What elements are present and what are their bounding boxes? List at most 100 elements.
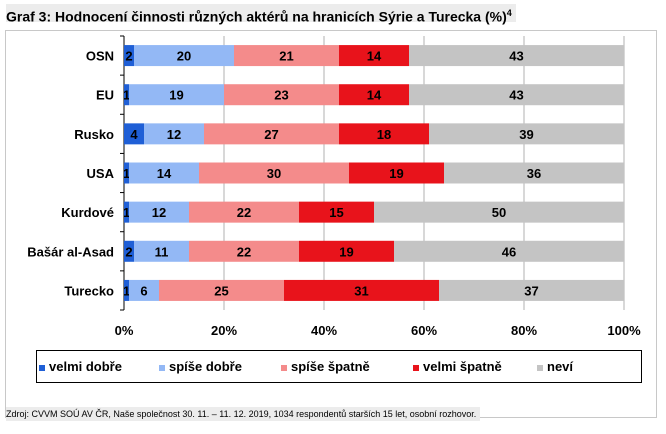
data-label: 19 <box>339 244 353 259</box>
data-label: 18 <box>377 127 391 142</box>
category-label: Bašár al-Asad <box>27 244 114 259</box>
category-label: EU <box>96 88 114 103</box>
legend-swatch <box>537 364 543 371</box>
x-tick-label: 0% <box>115 323 134 338</box>
bar-segment <box>124 201 129 223</box>
data-label: 6 <box>140 283 147 298</box>
bar-segment <box>129 84 224 106</box>
category-label: Rusko <box>74 127 114 142</box>
chart-legend: velmi dobře spíše dobře spíše špatně velmi … <box>36 350 642 383</box>
legend-swatch <box>413 364 419 371</box>
category-label: USA <box>87 166 115 181</box>
legend-label: velmi špatně <box>423 359 502 374</box>
category-label: Turecko <box>64 283 114 298</box>
data-label: 1 <box>123 205 130 220</box>
bar-segment <box>339 45 409 67</box>
category-label: Kurdové <box>61 205 114 220</box>
data-label: 11 <box>155 244 169 259</box>
data-label: 19 <box>389 166 403 181</box>
legend-label: spíše špatně <box>291 359 370 374</box>
bar-segment <box>409 84 624 106</box>
legend-swatch <box>281 364 287 371</box>
data-label: 23 <box>274 88 288 103</box>
data-label: 50 <box>492 205 506 220</box>
bar-segment <box>284 279 439 301</box>
data-label: 12 <box>152 205 166 220</box>
data-label: 14 <box>367 49 382 64</box>
bar-segment <box>409 45 624 67</box>
bar-segment <box>144 123 204 145</box>
data-label: 12 <box>167 127 181 142</box>
data-label: 22 <box>237 244 251 259</box>
bar-segment <box>129 279 159 301</box>
data-label: 1 <box>123 283 130 298</box>
data-label: 4 <box>130 127 138 142</box>
legend-item: spíše dobře <box>159 359 242 374</box>
bar-segment <box>124 84 129 106</box>
data-label: 43 <box>509 49 523 64</box>
legend-item: velmi špatně <box>413 359 502 374</box>
bar-segment <box>159 279 284 301</box>
legend-label: neví <box>547 359 574 374</box>
bar-segment <box>189 240 299 262</box>
bar-segment <box>124 240 134 262</box>
chart-title: Graf 3: Hodnocení činnosti různých aktér… <box>6 4 516 25</box>
bar-segment <box>189 201 299 223</box>
data-label: 31 <box>354 283 368 298</box>
bar-segment <box>234 45 339 67</box>
bar-segment <box>339 123 429 145</box>
bar-segment <box>204 123 339 145</box>
data-label: 25 <box>214 283 228 298</box>
legend-swatch <box>39 364 45 371</box>
bar-segment <box>124 279 129 301</box>
data-label: 30 <box>267 166 281 181</box>
legend-label: spíše dobře <box>169 359 242 374</box>
bar-segment <box>124 162 129 184</box>
data-label: 2 <box>125 49 132 64</box>
data-label: 43 <box>509 88 523 103</box>
legend-item: velmi dobře <box>39 359 122 374</box>
bar-segment <box>224 84 339 106</box>
bar-segment <box>374 201 624 223</box>
data-label: 37 <box>524 283 538 298</box>
data-label: 14 <box>367 88 382 103</box>
x-tick-label: 100% <box>607 323 641 338</box>
title-footnote-mark: 4 <box>506 8 512 18</box>
bar-segment <box>129 162 199 184</box>
x-tick-label: 20% <box>211 323 237 338</box>
data-label: 1 <box>123 166 130 181</box>
data-label: 39 <box>519 127 533 142</box>
data-label: 15 <box>329 205 343 220</box>
x-tick-label: 80% <box>511 323 537 338</box>
bar-segment <box>124 45 134 67</box>
legend-swatch <box>159 364 165 371</box>
data-label: 1 <box>123 88 130 103</box>
bar-segment <box>349 162 444 184</box>
data-label: 2 <box>125 244 132 259</box>
x-tick-label: 60% <box>411 323 437 338</box>
source-note: Zdroj: CVVM SOÚ AV ČR, Naše společnost 3… <box>6 407 481 421</box>
data-label: 36 <box>527 166 541 181</box>
data-label: 22 <box>237 205 251 220</box>
bar-segment <box>429 123 624 145</box>
bar-segment <box>439 279 624 301</box>
legend-item: neví <box>537 359 573 374</box>
data-label: 14 <box>157 166 172 181</box>
bar-segment <box>134 45 234 67</box>
data-label: 20 <box>177 49 191 64</box>
data-label: 46 <box>502 244 516 259</box>
bar-segment <box>124 123 144 145</box>
bar-segment <box>129 201 189 223</box>
bar-segment <box>394 240 624 262</box>
bar-segment <box>444 162 624 184</box>
bar-segment <box>199 162 349 184</box>
bar-segment <box>299 240 394 262</box>
legend-item: spíše špatně <box>281 359 370 374</box>
data-label: 21 <box>279 49 293 64</box>
data-label: 19 <box>169 88 183 103</box>
bar-segment <box>339 84 409 106</box>
x-tick-label: 40% <box>311 323 337 338</box>
bar-segment <box>299 201 374 223</box>
category-label: OSN <box>86 49 114 64</box>
